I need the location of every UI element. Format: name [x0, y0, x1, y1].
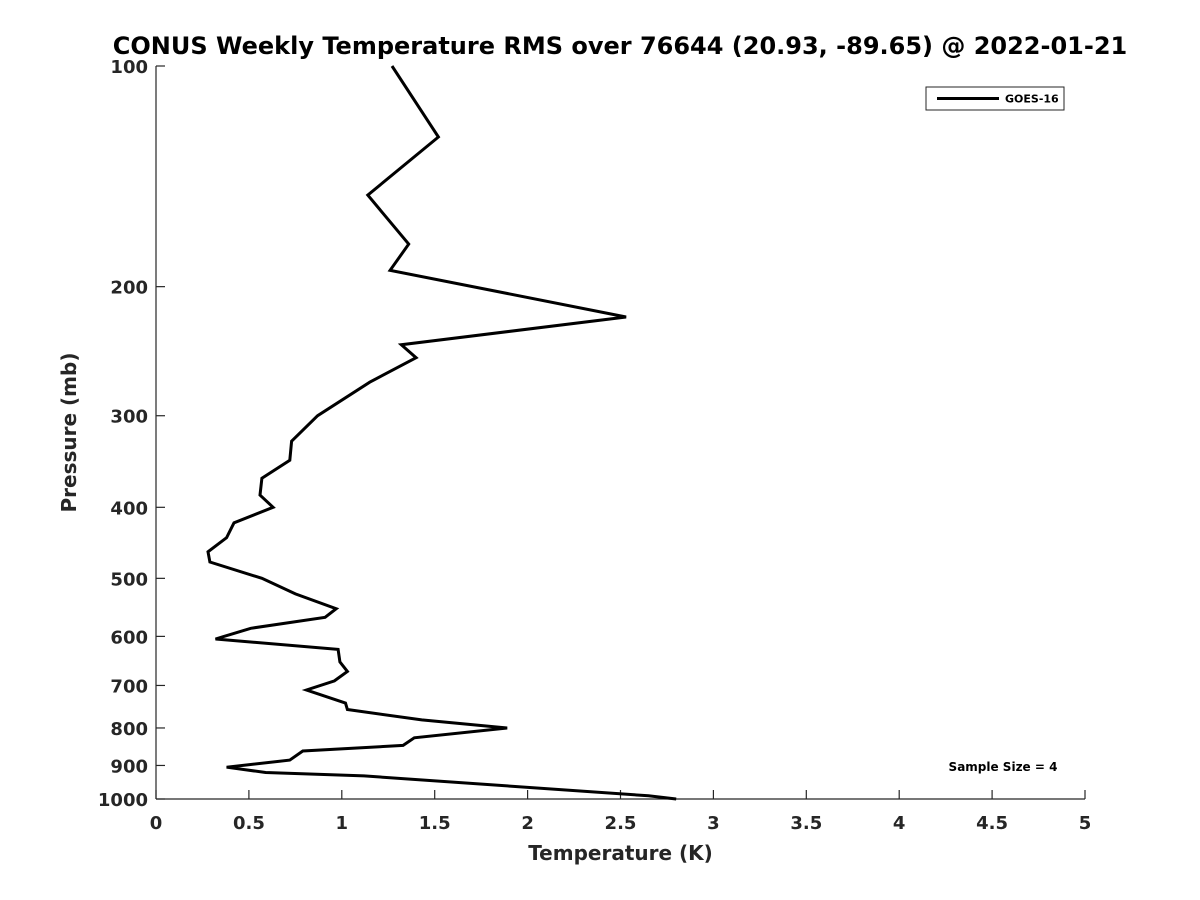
x-tick-label: 1.5	[419, 813, 451, 834]
y-axis-ticks: 100 200 300 400 500 600 700 800 900 1000	[98, 57, 165, 811]
x-tick-label: 3	[707, 813, 720, 834]
y-tick-label: 200	[110, 278, 148, 299]
x-tick-label: 5	[1079, 813, 1092, 834]
y-axis-label: Pressure (mb)	[57, 353, 81, 513]
y-tick-label: 1000	[98, 790, 148, 811]
y-tick-label: 400	[110, 498, 148, 519]
y-tick-label: 100	[110, 57, 148, 78]
x-tick-label: 0.5	[233, 813, 265, 834]
x-tick-label: 3.5	[790, 813, 822, 834]
y-tick-label: 300	[110, 407, 148, 428]
x-tick-label: 2	[521, 813, 534, 834]
y-tick-label: 700	[110, 676, 148, 697]
x-tick-label: 2.5	[605, 813, 637, 834]
sample-size-annotation: Sample Size = 4	[949, 760, 1058, 774]
x-tick-label: 1	[336, 813, 349, 834]
chart-title: CONUS Weekly Temperature RMS over 76644 …	[113, 32, 1127, 60]
y-tick-label: 600	[110, 627, 148, 648]
series-line	[206, 65, 677, 801]
x-tick-label: 4	[893, 813, 906, 834]
x-tick-label: 4.5	[976, 813, 1008, 834]
y-tick-label: 900	[110, 756, 148, 777]
x-axis-label: Temperature (K)	[528, 841, 713, 865]
y-tick-label: 500	[110, 569, 148, 590]
x-axis-ticks: 0 0.5 1 1.5 2 2.5 3 3.5 4 4.5 5	[150, 790, 1092, 834]
series-group	[206, 65, 677, 801]
legend-label: GOES-16	[1005, 93, 1059, 106]
legend: GOES-16	[925, 86, 1065, 111]
y-tick-label: 800	[110, 719, 148, 740]
x-tick-label: 0	[150, 813, 163, 834]
